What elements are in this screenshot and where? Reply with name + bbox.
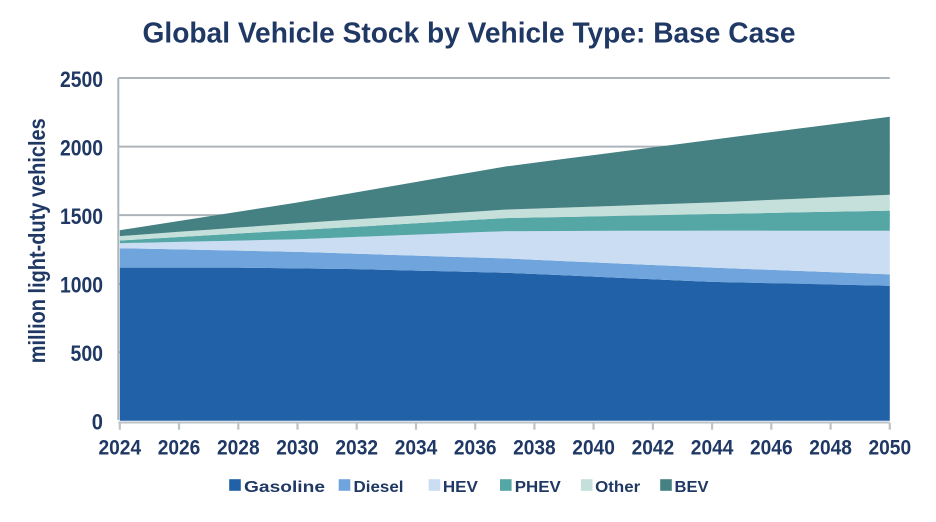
svg-text:PHEV: PHEV: [515, 479, 561, 496]
svg-text:Other: Other: [595, 479, 640, 496]
svg-text:million light-duty vehicles: million light-duty vehicles: [24, 118, 50, 363]
svg-text:2028: 2028: [217, 436, 260, 459]
svg-text:2044: 2044: [691, 436, 734, 459]
svg-text:2034: 2034: [395, 436, 438, 459]
svg-text:2046: 2046: [750, 436, 793, 459]
svg-text:2042: 2042: [632, 436, 675, 459]
svg-text:1500: 1500: [60, 204, 103, 229]
svg-text:2030: 2030: [276, 436, 319, 459]
svg-text:2000: 2000: [60, 135, 103, 160]
svg-text:2026: 2026: [158, 436, 201, 459]
svg-text:2024: 2024: [99, 436, 142, 459]
svg-text:2050: 2050: [869, 436, 912, 459]
svg-text:1000: 1000: [60, 273, 103, 298]
svg-text:Gasoline: Gasoline: [244, 479, 325, 496]
svg-text:2032: 2032: [335, 436, 378, 459]
svg-text:BEV: BEV: [675, 479, 709, 496]
svg-text:2040: 2040: [572, 436, 615, 459]
svg-text:2038: 2038: [513, 436, 556, 459]
svg-text:500: 500: [71, 341, 104, 366]
svg-text:0: 0: [92, 410, 103, 435]
svg-text:2048: 2048: [809, 436, 852, 459]
svg-text:Global Vehicle Stock by Vehicl: Global Vehicle Stock by Vehicle Type: Ba…: [143, 18, 796, 50]
svg-text:Diesel: Diesel: [354, 479, 404, 496]
svg-text:2036: 2036: [454, 436, 497, 459]
svg-text:2500: 2500: [60, 67, 103, 92]
svg-text:HEV: HEV: [443, 479, 478, 496]
